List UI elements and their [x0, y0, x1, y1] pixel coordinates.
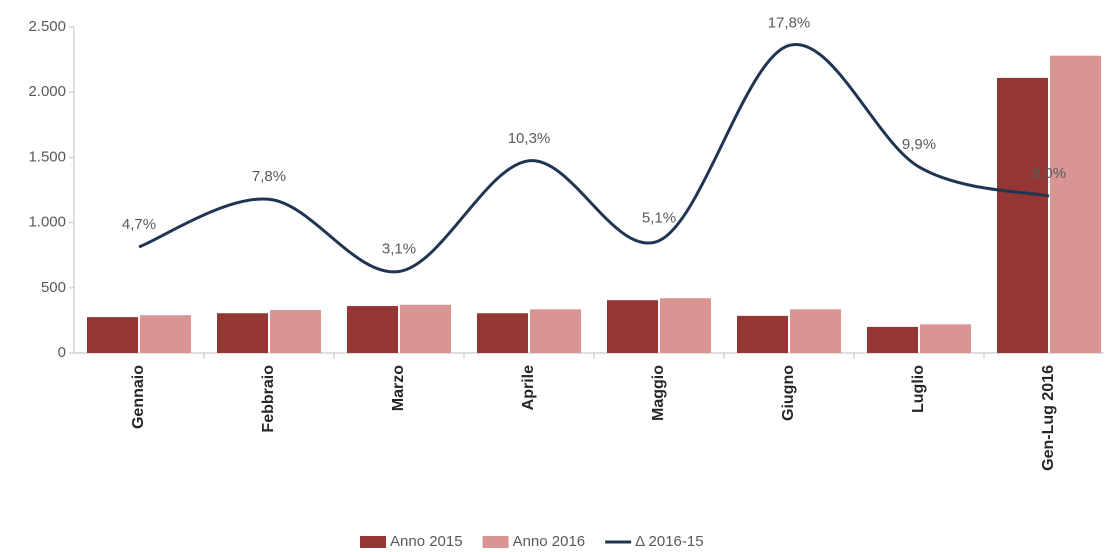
bar	[140, 315, 191, 353]
legend-label: Anno 2016	[513, 533, 586, 550]
legend-swatch	[482, 536, 509, 548]
data-label: 9,9%	[902, 136, 936, 153]
bar	[737, 315, 788, 353]
bar	[607, 300, 658, 353]
bar	[920, 324, 971, 353]
y-tick-label: 2.000	[28, 83, 66, 100]
y-tick-label: 1.000	[28, 214, 66, 231]
bar	[867, 326, 918, 353]
data-label: 17,8%	[768, 14, 811, 31]
data-label: 5,1%	[642, 210, 676, 227]
bar	[790, 309, 841, 353]
bar	[87, 317, 138, 353]
y-tick-label: 0	[58, 344, 66, 361]
y-tick-label: 1.500	[28, 148, 66, 165]
bar	[660, 298, 711, 353]
data-label: 3,1%	[382, 240, 416, 257]
bar	[997, 77, 1048, 353]
data-label: 7,8%	[252, 168, 286, 185]
x-tick-label: Gen-Lug 2016	[1040, 365, 1057, 471]
bar	[477, 313, 528, 353]
legend-label: Anno 2015	[390, 533, 463, 550]
bar	[400, 304, 451, 353]
x-tick-label: Gennaio	[130, 365, 147, 429]
legend-swatch	[360, 536, 386, 548]
x-tick-label: Giugno	[780, 365, 797, 421]
y-tick-label: 500	[41, 279, 66, 296]
bar	[530, 309, 581, 353]
data-label: 8,0%	[1032, 165, 1066, 182]
bar	[1050, 55, 1101, 354]
bar	[347, 306, 398, 353]
x-tick-label: Marzo	[390, 365, 407, 411]
y-tick-label: 2.500	[28, 18, 66, 35]
bar	[270, 309, 321, 353]
data-label: 4,7%	[122, 216, 156, 233]
legend-item: Anno 2016	[482, 533, 586, 550]
line	[138, 43, 1050, 274]
data-label: 10,3%	[508, 130, 551, 147]
legend-item: Δ 2016-15	[605, 533, 704, 550]
legend-label: Δ 2016-15	[635, 533, 703, 550]
x-tick-label: Aprile	[520, 365, 537, 410]
x-tick-label: Maggio	[650, 365, 667, 421]
bar	[217, 313, 268, 353]
legend-item: Anno 2015	[360, 533, 463, 550]
x-tick-label: Febbraio	[260, 365, 277, 433]
x-tick-label: Luglio	[910, 365, 927, 413]
